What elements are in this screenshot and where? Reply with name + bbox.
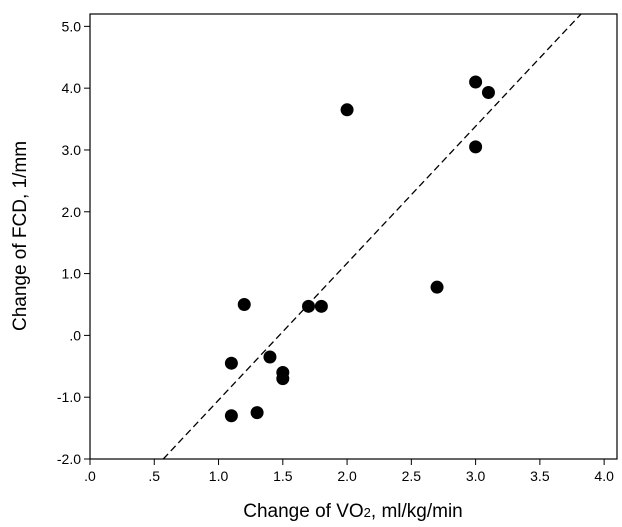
data-point xyxy=(340,103,354,117)
y-tick-label: 5.0 xyxy=(62,18,82,34)
x-tick-label: 1.0 xyxy=(209,468,229,484)
data-point xyxy=(237,297,251,311)
y-tick-label: 4.0 xyxy=(62,80,82,96)
data-point xyxy=(469,140,483,154)
data-point xyxy=(430,280,444,294)
y-tick-label: -2.0 xyxy=(57,451,81,467)
y-tick-label: 2.0 xyxy=(62,204,82,220)
x-axis-title-part-2: , ml/kg/min xyxy=(371,501,463,522)
y-tick-label: -1.0 xyxy=(57,389,81,405)
y-tick-label: 3.0 xyxy=(62,142,82,158)
x-axis-title: Change of VO2, ml/kg/min xyxy=(243,501,463,522)
data-point xyxy=(263,350,277,364)
y-axis-ticks: -2.0 -1.0 .0 1.0 2.0 3.0 4.0 5.0 xyxy=(57,18,90,467)
x-axis-title-subscript: 2 xyxy=(364,505,371,520)
data-point xyxy=(250,406,264,420)
plot-area-frame xyxy=(89,13,618,460)
data-point xyxy=(469,75,483,89)
data-point xyxy=(302,299,316,313)
x-axis-ticks: .0 .5 1.0 1.5 2.0 2.5 3.0 3.5 4.0 xyxy=(84,459,614,484)
data-point xyxy=(224,356,238,370)
x-tick-label: 1.5 xyxy=(273,468,293,484)
data-point xyxy=(276,372,290,386)
data-points xyxy=(224,75,495,423)
x-tick-label: 3.0 xyxy=(466,468,486,484)
x-tick-label: 2.5 xyxy=(402,468,422,484)
x-tick-label: 3.5 xyxy=(530,468,550,484)
x-tick-label: .0 xyxy=(84,468,96,484)
y-axis-title: Change of FCD, 1/mm xyxy=(10,141,31,331)
regression-line xyxy=(162,13,582,460)
x-tick-label: .5 xyxy=(148,468,160,484)
y-tick-label: .0 xyxy=(69,327,81,343)
data-point xyxy=(314,299,328,313)
y-tick-label: 1.0 xyxy=(62,266,82,282)
x-tick-label: 4.0 xyxy=(594,468,614,484)
data-point xyxy=(224,409,238,423)
x-tick-label: 2.0 xyxy=(337,468,357,484)
x-axis-title-part-1: Change of VO xyxy=(243,501,363,522)
data-point xyxy=(481,85,495,99)
